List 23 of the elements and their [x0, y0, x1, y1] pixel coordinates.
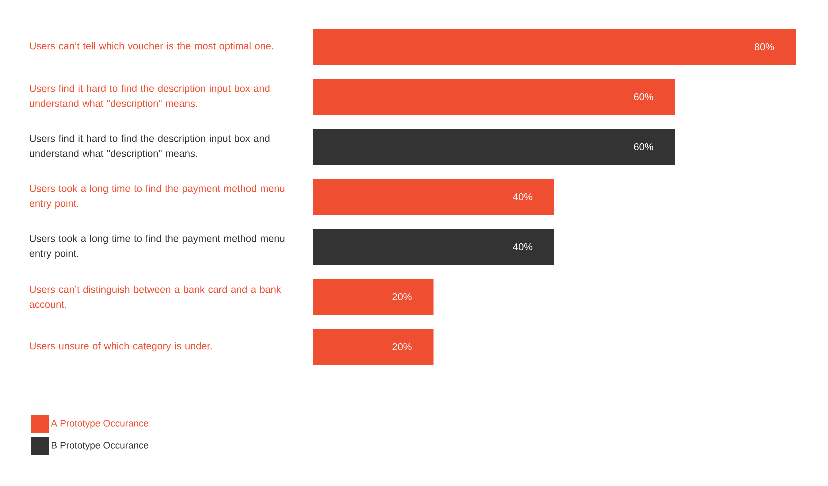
legend-label: B Prototype Occurance [52, 442, 149, 451]
y-tick-label: Users can’t distinguish between a bank card and a bank account. [30, 286, 282, 308]
bar [313, 279, 434, 316]
bar [313, 229, 554, 266]
y-tick-label: Users took a long time to find the payment method menu entry point. [30, 234, 285, 260]
bar [313, 29, 796, 66]
y-tick-label: Users find it hard to find the description input box and understand what "description" means. [30, 84, 270, 110]
data-label: 20% [392, 343, 412, 351]
data-label: 40% [513, 243, 533, 251]
bar [313, 79, 676, 116]
data-label: 20% [392, 293, 412, 301]
data-label: 60% [634, 93, 654, 101]
y-tick-label: Users unsure of which category is under. [30, 342, 212, 352]
bar [313, 329, 434, 366]
bar [313, 129, 676, 166]
data-label: 60% [634, 143, 654, 151]
y-tick-label: Users find it hard to find the description input box and understand what "description" means. [30, 134, 270, 160]
bar [313, 179, 554, 216]
y-tick-label: Users took a long time to find the payment method menu entry point. [30, 184, 285, 210]
data-label: 80% [754, 43, 774, 51]
y-tick-label: Users can’t tell which voucher is the most optimal one. [30, 42, 274, 52]
legend-label: A Prototype Occurance [51, 420, 149, 429]
data-label: 40% [513, 193, 533, 201]
